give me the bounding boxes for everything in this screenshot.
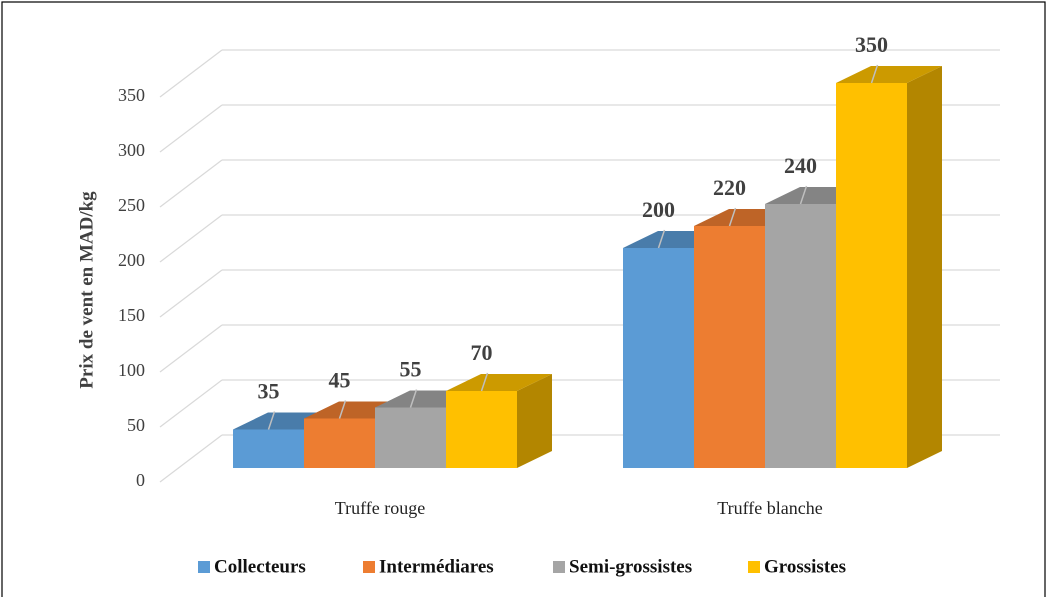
leader-line [870,64,879,84]
y-tick-label: 350 [118,85,145,105]
legend-swatch [748,561,760,573]
bar [446,391,517,468]
legend-label: Intermédiares [379,556,494,577]
y-tick-label: 100 [118,360,145,380]
y-tick-label: 200 [118,250,145,270]
bar-top [836,66,942,83]
leader-line [338,400,347,419]
legend-swatch [198,561,210,573]
y-tick-label: 150 [118,305,145,325]
y-tick-label: 300 [118,140,145,160]
y-tick-label: 50 [127,415,145,435]
y-axis-title: Prix de vent en MAD/kg [76,191,97,389]
leader-line [480,372,489,392]
legend-swatch [553,561,565,573]
bar-top [446,374,552,391]
bar [623,248,694,468]
bar [375,407,446,468]
leader-line [409,389,418,408]
grid-line [159,434,223,483]
bar-side [517,374,552,468]
bar-side [907,66,942,468]
grid-line [159,269,223,318]
bar [304,418,375,468]
grid-line [159,379,223,428]
grid-line [159,324,223,373]
value-label: 200 [642,197,675,222]
y-tick-label: 0 [136,470,145,490]
leader-line [728,207,737,227]
bar [836,83,907,468]
legend-label: Collecteurs [214,556,306,577]
value-label: 70 [471,340,493,365]
grid-line [159,49,223,98]
bar [694,226,765,468]
x-tick-label: Truffe rouge [335,498,426,518]
legend-label: Semi-grossistes [569,556,692,577]
legend-label: Grossistes [764,556,846,577]
value-label: 45 [329,368,351,393]
value-label: 350 [855,32,888,57]
y-tick-label: 250 [118,195,145,215]
bar [765,204,836,468]
value-label: 55 [400,357,422,382]
leader-line [657,229,666,249]
x-tick-label: Truffe blanche [717,498,822,518]
grid-line [159,104,223,153]
bar [233,429,304,468]
leader-line [799,185,808,205]
value-label: 35 [258,379,280,404]
grid-line [159,159,223,208]
value-label: 240 [784,153,817,178]
legend-swatch [363,561,375,573]
leader-line [267,411,276,430]
value-label: 220 [713,175,746,200]
grid-line [159,214,223,263]
